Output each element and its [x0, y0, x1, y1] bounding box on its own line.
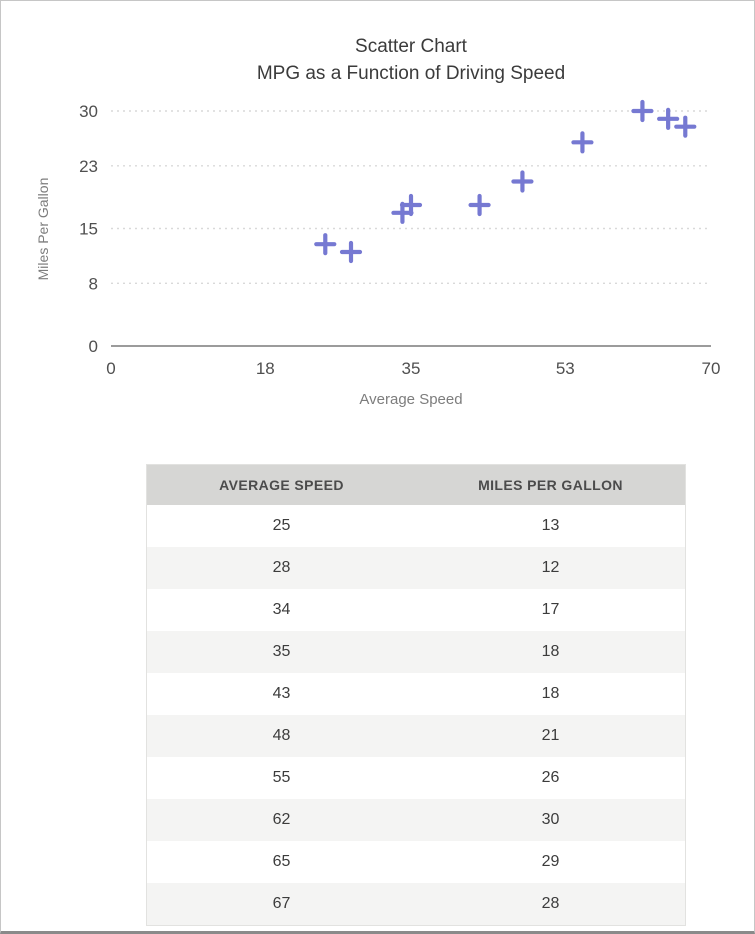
chart-title-line1: Scatter Chart — [355, 36, 467, 57]
x-tick-label: 53 — [556, 359, 575, 378]
table-row: 34 17 — [146, 589, 686, 631]
table-cell: 21 — [541, 727, 560, 744]
y-tick-label: 8 — [89, 274, 98, 293]
x-tick-label: 18 — [256, 359, 275, 378]
chart-plot-area: 0 8 15 23 30 0 18 35 53 70 — [79, 99, 721, 378]
y-tick-label: 15 — [79, 220, 98, 239]
table-cell: 12 — [541, 559, 560, 576]
scatter-chart: Scatter Chart MPG as a Function of Drivi… — [1, 1, 754, 421]
table-row: 48 21 — [146, 715, 686, 757]
table-body: 25 13 28 12 34 17 35 18 43 18 48 21 55 26 62 30 65 29 67 28 — [146, 505, 686, 926]
table-header: AVERAGE SPEED MILES PER GALLON — [146, 464, 686, 505]
table-row: 35 18 — [146, 631, 686, 673]
table-cell: 62 — [272, 811, 291, 828]
table-cell: 67 — [272, 895, 291, 912]
table-row: 28 12 — [146, 547, 686, 589]
table-cell: 17 — [541, 601, 560, 618]
y-tick-label: 30 — [79, 102, 98, 121]
x-tick-label: 70 — [702, 359, 721, 378]
y-axis-label: Miles Per Gallon — [35, 177, 51, 281]
table-cell: 13 — [541, 517, 560, 534]
table-cell: 55 — [272, 769, 291, 786]
table-cell: 48 — [272, 727, 291, 744]
table-row: 67 28 — [146, 883, 686, 926]
x-tick-label: 0 — [106, 359, 115, 378]
table-cell: 43 — [272, 685, 291, 702]
table-cell: 18 — [541, 685, 560, 702]
table-cell: 35 — [272, 643, 291, 660]
y-tick-label: 23 — [79, 157, 98, 176]
table-cell: 28 — [541, 895, 560, 912]
table-cell: 65 — [272, 853, 291, 870]
table-cell: 30 — [541, 811, 560, 828]
table-row: 65 29 — [146, 841, 686, 883]
table-row: 43 18 — [146, 673, 686, 715]
x-axis-label: Average Speed — [359, 391, 463, 408]
table-cell: 25 — [272, 517, 291, 534]
y-tick-label: 0 — [89, 337, 98, 356]
table-cell: 18 — [541, 643, 560, 660]
table-cell: 29 — [541, 853, 560, 870]
data-table: AVERAGE SPEED MILES PER GALLON 25 13 28 12 34… — [146, 464, 686, 926]
chart-title-line2: MPG as a Function of Driving Speed — [256, 63, 566, 84]
x-tick-label: 35 — [402, 359, 421, 378]
chart-title: Scatter Chart MPG as a Function of Drivi… — [111, 33, 711, 87]
table-header-row: AVERAGE SPEED MILES PER GALLON — [146, 464, 686, 505]
table-cell: 28 — [272, 559, 291, 576]
column-header: AVERAGE SPEED — [146, 464, 416, 505]
table-row: 55 26 — [146, 757, 686, 799]
table-row: 25 13 — [146, 505, 686, 547]
table-cell: 34 — [272, 601, 291, 618]
table-row: 62 30 — [146, 799, 686, 841]
table-cell: 26 — [541, 769, 560, 786]
column-header: MILES PER GALLON — [416, 464, 686, 505]
